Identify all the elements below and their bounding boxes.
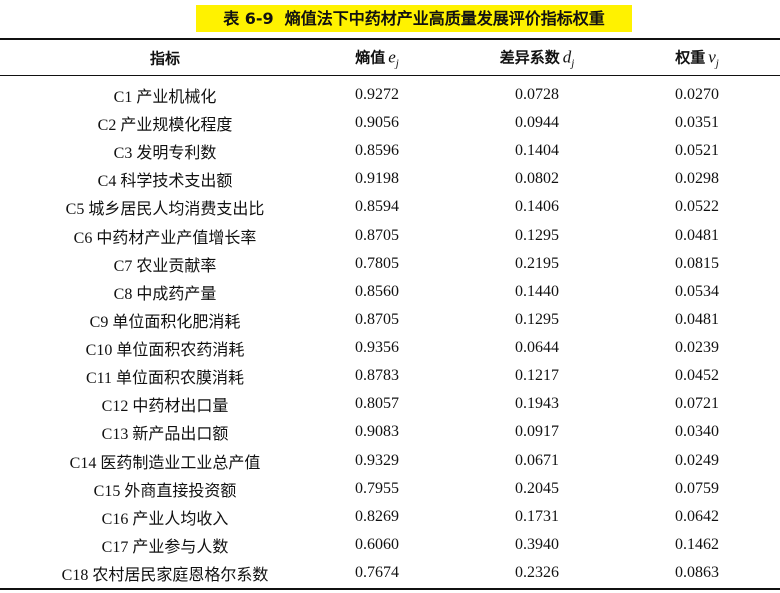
value-cell: 0.0452 [675, 367, 719, 385]
header-text: 权重 [675, 48, 706, 67]
indicator-cell: C15 外商直接投资额 [93, 482, 237, 500]
value-cell: 0.9329 [355, 451, 399, 469]
value-cell: 0.1731 [515, 507, 559, 525]
indicator-cell: C11 单位面积农膜消耗 [85, 370, 245, 388]
header-cell: 权重 vj [675, 47, 719, 70]
value-cell: 0.0802 [515, 170, 559, 188]
header-text: 差异系数 [499, 48, 560, 67]
value-cell: 0.0270 [675, 86, 719, 103]
value-cell: 0.0863 [675, 564, 719, 581]
indicator-cell: C6 中药材产业产值增长率 [73, 229, 257, 247]
value-cell: 0.8057 [355, 395, 399, 413]
value-cell: 0.1295 [515, 310, 559, 328]
value-cell: 0.0522 [675, 198, 719, 216]
value-cell: 0.0340 [675, 423, 719, 441]
indicator-cell: C1 产业机械化 [113, 89, 217, 106]
value-cell: 0.0534 [675, 282, 719, 300]
value-cell: 0.3940 [515, 535, 559, 553]
value-cell: 0.0239 [675, 339, 719, 357]
value-cell: 0.7955 [355, 479, 399, 497]
value-cell: 0.1462 [675, 535, 719, 553]
header-var: v [708, 47, 716, 67]
header-cell: 指标 [150, 48, 180, 69]
value-cell: 0.0671 [515, 451, 559, 469]
indicator-cell: C2 产业规模化程度 [97, 117, 233, 135]
value-cell: 0.9083 [355, 423, 399, 441]
header-sub: j [571, 57, 575, 70]
indicator-cell: C17 产业参与人数 [101, 538, 229, 556]
value-cell: 0.9356 [355, 339, 399, 357]
indicator-cell: C10 单位面积农药消耗 [85, 342, 245, 360]
value-cell: 0.7674 [355, 564, 399, 581]
header-text: 指标 [149, 49, 181, 68]
indicator-cell: C14 医药制造业工业总产值 [69, 454, 261, 472]
header-cell: 熵值 ej [355, 47, 399, 70]
indicator-cell: C5 城乡居民人均消费支出比 [65, 201, 265, 219]
indicator-cell: C18 农村居民家庭恩格尔系数 [61, 567, 269, 584]
value-cell: 0.0481 [675, 226, 719, 244]
value-cell: 0.7805 [355, 254, 399, 272]
header-sub: j [715, 57, 719, 70]
value-cell: 0.1440 [515, 282, 559, 300]
indicator-cell: C4 科学技术支出额 [97, 173, 233, 191]
top-rule [0, 38, 780, 40]
value-cell: 0.0721 [675, 395, 719, 413]
value-cell: 0.8783 [355, 367, 399, 385]
value-cell: 0.0521 [675, 142, 719, 160]
value-cell: 0.0759 [675, 479, 719, 497]
indicator-cell: C8 中成药产量 [113, 285, 217, 303]
value-cell: 0.1404 [515, 142, 559, 160]
value-cell: 0.0351 [675, 114, 719, 132]
header-rule [0, 75, 780, 76]
value-cell: 0.2195 [515, 254, 559, 272]
value-cell: 0.9056 [355, 114, 399, 132]
value-cell: 0.1943 [515, 395, 559, 413]
indicator-cell: C3 发明专利数 [113, 145, 217, 163]
value-cell: 0.0642 [675, 507, 719, 525]
header-sub: j [395, 57, 399, 70]
value-cell: 0.0644 [515, 339, 559, 357]
value-cell: 0.0917 [515, 423, 559, 441]
value-cell: 0.0815 [675, 254, 719, 272]
value-cell: 0.8594 [355, 198, 399, 216]
indicator-cell: C7 农业贡献率 [113, 257, 217, 275]
value-cell: 0.8269 [355, 507, 399, 525]
value-cell: 0.8705 [355, 226, 399, 244]
value-cell: 0.1295 [515, 226, 559, 244]
header-var: e [388, 47, 396, 67]
value-cell: 0.0728 [515, 86, 559, 103]
value-cell: 0.0944 [515, 114, 559, 132]
value-cell: 0.1217 [515, 367, 559, 385]
value-cell: 0.0298 [675, 170, 719, 188]
value-cell: 0.8705 [355, 310, 399, 328]
value-cell: 0.9198 [355, 170, 399, 188]
header-text: 熵值 [355, 48, 386, 67]
value-cell: 0.8560 [355, 282, 399, 300]
header-cell: 差异系数 dj [500, 47, 575, 70]
value-cell: 0.2326 [515, 564, 559, 581]
indicator-cell: C9 单位面积化肥消耗 [89, 313, 241, 331]
header-var: d [562, 47, 572, 67]
value-cell: 0.1406 [515, 198, 559, 216]
value-cell: 0.6060 [355, 535, 399, 553]
value-cell: 0.2045 [515, 479, 559, 497]
value-cell: 0.8596 [355, 142, 399, 160]
indicator-cell: C13 新产品出口额 [101, 426, 229, 444]
bottom-rule [0, 588, 780, 590]
indicator-cell: C16 产业人均收入 [101, 510, 229, 528]
value-cell: 0.9272 [355, 86, 399, 103]
indicator-cell: C12 中药材出口量 [101, 398, 229, 416]
table-title: 表 6-9 熵值法下中药材产业高质量发展评价指标权重 [196, 5, 632, 32]
value-cell: 0.0481 [675, 310, 719, 328]
value-cell: 0.0249 [675, 451, 719, 469]
